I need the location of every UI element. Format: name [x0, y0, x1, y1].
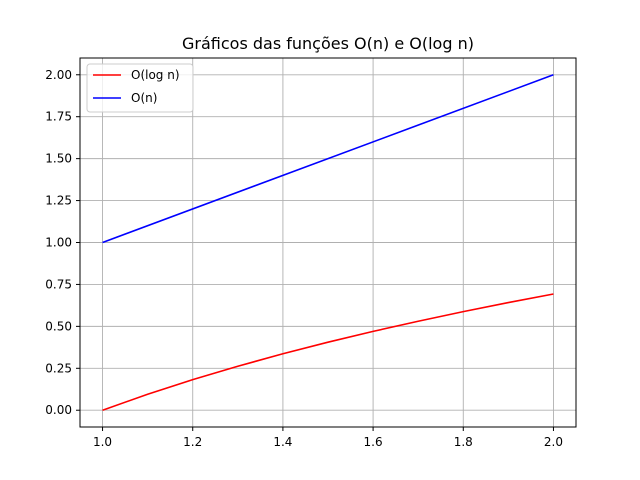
y-tick-label: 1.75 — [45, 110, 72, 124]
y-tick-label: 1.25 — [45, 194, 72, 208]
series-line-0 — [102, 293, 554, 411]
grid — [80, 58, 576, 427]
legend-box — [86, 63, 194, 113]
y-tick-label: 1.00 — [45, 236, 72, 250]
x-tick-label: 1.4 — [273, 435, 292, 449]
series-group — [102, 74, 554, 411]
chart-title: Gráficos das funções O(n) e O(log n) — [182, 34, 474, 53]
y-tick-label: 0.75 — [45, 277, 72, 291]
x-tick-label: 1.0 — [93, 435, 112, 449]
x-tick-label: 1.6 — [364, 435, 383, 449]
y-tick-label: 1.50 — [45, 152, 72, 166]
y-tick-label: 2.00 — [45, 68, 72, 82]
legend-label: O(log n) — [131, 68, 180, 82]
x-tick-label: 1.8 — [454, 435, 473, 449]
series-line-1 — [102, 74, 554, 244]
x-tick-label: 1.2 — [183, 435, 202, 449]
legend: O(log n) O(n) — [86, 63, 194, 113]
x-axis: 1.0 1.2 1.4 1.6 1.8 2.0 — [93, 427, 563, 449]
y-tick-label: 0.00 — [45, 403, 72, 417]
y-axis: 0.00 0.25 0.50 0.75 1.00 1.25 1.50 1.75 2.00 — [45, 68, 80, 417]
legend-label: O(n) — [131, 91, 157, 105]
y-tick-label: 0.50 — [45, 319, 72, 333]
y-tick-label: 0.25 — [45, 361, 72, 375]
x-tick-label: 2.0 — [544, 435, 563, 449]
